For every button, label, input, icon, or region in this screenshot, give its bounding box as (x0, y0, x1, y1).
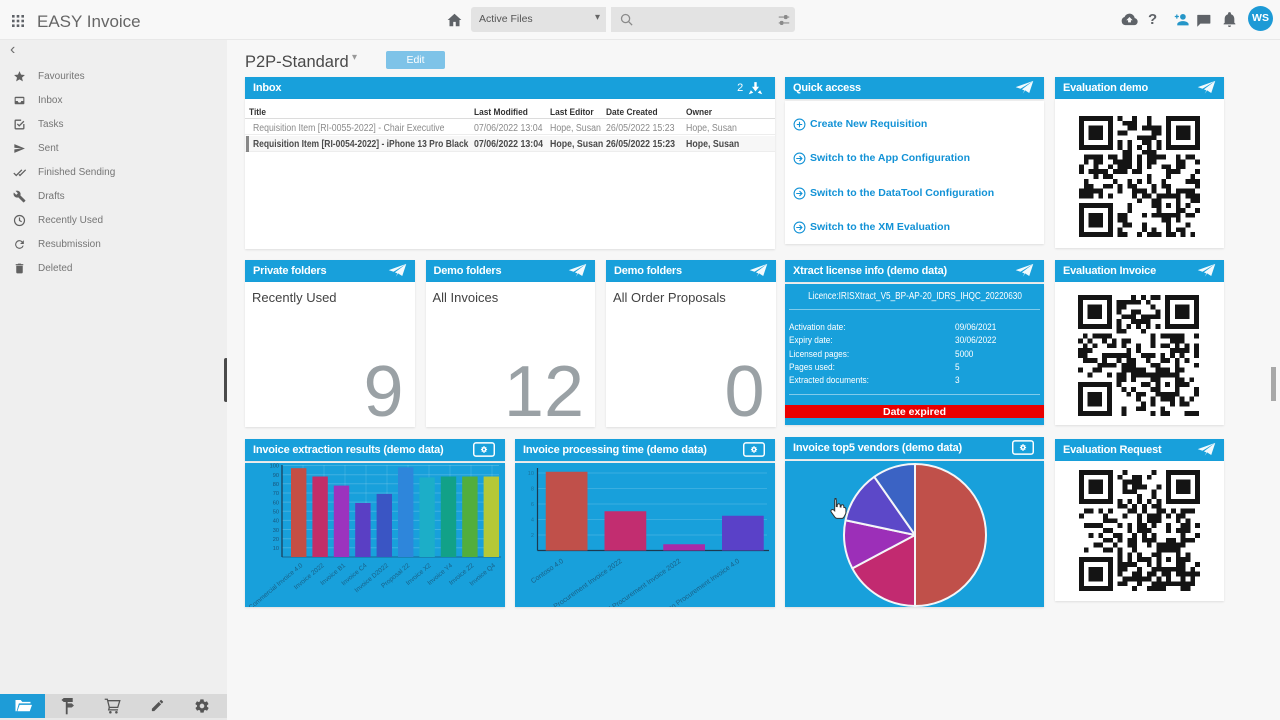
svg-text:4: 4 (531, 518, 534, 524)
svg-text:80: 80 (273, 482, 279, 488)
svg-text:Global Procurement Invoice 202: Global Procurement Invoice 2022 (593, 558, 682, 607)
svg-text:20: 20 (273, 537, 279, 543)
svg-text:60: 60 (273, 500, 279, 506)
svg-text:10: 10 (528, 471, 534, 477)
svg-text:30: 30 (273, 528, 279, 534)
svg-text:40: 40 (273, 519, 279, 525)
svg-text:8: 8 (531, 487, 534, 493)
svg-text:50: 50 (273, 510, 279, 516)
svg-text:Contoso 4.0: Contoso 4.0 (530, 558, 565, 585)
svg-text:6: 6 (531, 502, 534, 508)
svg-text:2: 2 (531, 533, 534, 539)
svg-text:90: 90 (273, 473, 279, 479)
svg-text:Contoso Procurement Invoice 4.: Contoso Procurement Invoice 4.0 (652, 558, 741, 607)
svg-text:100: 100 (270, 464, 279, 470)
svg-text:70: 70 (273, 491, 279, 497)
svg-text:10: 10 (273, 546, 279, 552)
